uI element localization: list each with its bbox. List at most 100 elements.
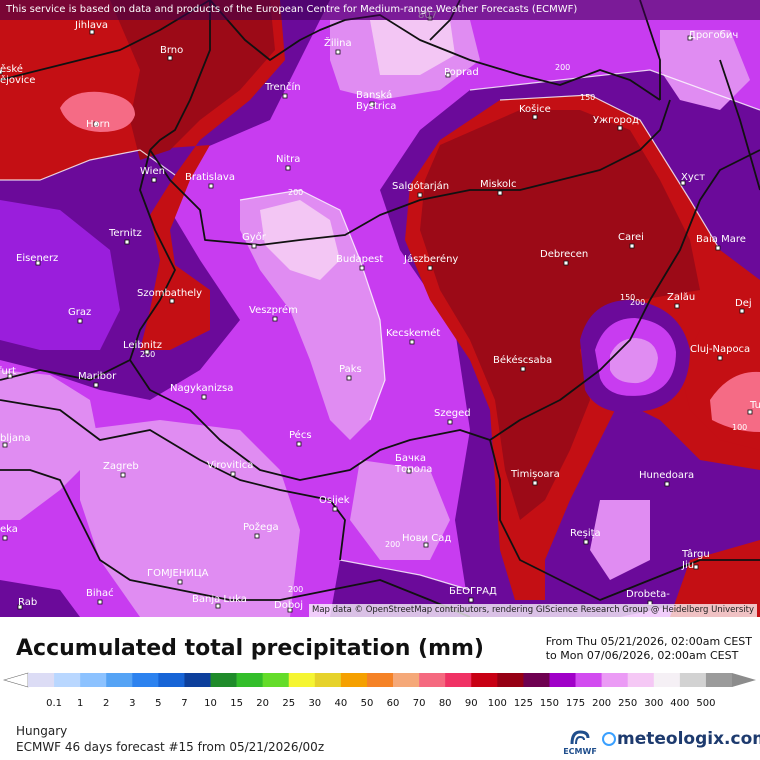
city-marker [739, 308, 745, 314]
region-name: Hungary [16, 724, 68, 738]
legend-tick-label: 2 [103, 698, 109, 709]
city-marker [97, 599, 103, 605]
city-marker [215, 603, 221, 609]
city-marker [532, 114, 538, 120]
city-marker [617, 125, 623, 131]
city-marker [93, 121, 99, 127]
city-label: Požega [243, 521, 279, 533]
city-marker [423, 542, 429, 548]
legend-tick-label: 125 [514, 698, 533, 709]
color-legend: 0.1 1 2 3 5 7 10 15 20 25 30 40 50 60 70 80 90 100 125 150 1… [0, 670, 760, 710]
legend-tick-label: 20 [256, 698, 269, 709]
city-label: Békéscsaba [493, 354, 552, 366]
legend-tick-label: 80 [439, 698, 452, 709]
city-label: Szeged [434, 408, 471, 419]
city-label: Drobeta- [626, 589, 670, 600]
legend-tick-label: 1 [77, 698, 83, 709]
legend-swatch [340, 673, 368, 687]
city-label: Győr [242, 231, 267, 243]
ecmwf-disclaimer: This service is based on data and produc… [0, 0, 760, 20]
city-label: Zalău [667, 292, 695, 303]
city-label: Eisenerz [16, 253, 58, 264]
city-label: Ternitz [108, 228, 142, 239]
legend-tick-label: 90 [465, 698, 478, 709]
legend-swatch [314, 673, 342, 687]
city-label: Hunedoara [639, 470, 694, 481]
city-marker [296, 441, 302, 447]
legend-swatch [601, 673, 629, 687]
legend-swatch [28, 673, 55, 687]
legend-tick-label: 250 [618, 698, 637, 709]
city-label: Budapest [336, 254, 383, 265]
city-label: Trenčín [264, 81, 301, 93]
field-125-west [110, 0, 275, 160]
city-label: Reșița [570, 528, 601, 539]
legend-tick-label: 30 [308, 698, 321, 709]
city-marker [201, 394, 207, 400]
city-label: bljana [0, 433, 31, 444]
city-label: Salgótarján [392, 180, 449, 192]
city-label: Jászberény [403, 253, 458, 265]
city-labels: Jihlava Brno Žilina Poprad Дрогобич ěské ějovi… [0, 10, 760, 613]
city-marker [717, 355, 723, 361]
legend-swatch [262, 673, 290, 687]
city-label: Leibnitz [123, 340, 162, 351]
city-label: Bihać [86, 587, 114, 599]
city-label: Нови Сад [402, 533, 451, 544]
city-marker [124, 239, 130, 245]
legend-swatch [236, 673, 263, 687]
ecmwf-logo: ECMWF [562, 728, 598, 758]
city-marker [120, 472, 126, 478]
city-marker [7, 373, 13, 379]
city-marker [272, 316, 278, 322]
legend-swatch [288, 673, 316, 687]
city-label: Bratislava [185, 172, 235, 183]
city-label: Virovitica [207, 460, 253, 471]
city-marker [680, 180, 686, 186]
ecmwf-logo-icon [570, 730, 590, 745]
city-marker [2, 442, 8, 448]
city-label: Carei [618, 232, 644, 243]
legend-swatch [679, 673, 707, 687]
city-label: Graz [68, 307, 91, 318]
city-marker [417, 192, 423, 198]
city-marker [359, 265, 365, 271]
city-marker [89, 29, 95, 35]
legend-swatch [497, 673, 524, 687]
city-marker [520, 366, 526, 372]
legend-swatch [366, 673, 394, 687]
meteologix-brand[interactable]: meteologix.com [602, 729, 760, 749]
legend-swatch [523, 673, 550, 687]
city-marker [497, 190, 503, 196]
city-label: ГОМЈЕНИЦА [147, 568, 209, 579]
legend-tick-label: 5 [155, 698, 161, 709]
city-label: Cluj-Napoca [690, 344, 750, 355]
legend-tick-label: 100 [488, 698, 507, 709]
city-label: Бачка Топола [394, 453, 432, 475]
city-marker [287, 607, 293, 613]
city-label: Dej [735, 298, 752, 309]
legend-swatch [653, 673, 681, 687]
city-marker [0, 69, 3, 75]
contour-label: 200 [385, 540, 400, 549]
legend-swatch [445, 673, 472, 687]
city-marker [346, 375, 352, 381]
city-label: Târgu Jiu [681, 548, 710, 571]
legend-swatch [106, 673, 133, 687]
legend-swatch [80, 673, 107, 687]
legend-swatch [158, 673, 185, 687]
city-label: Хуст [681, 172, 705, 183]
contour-label: 200 [288, 188, 303, 197]
city-marker [151, 177, 157, 183]
field-250-south [80, 420, 300, 617]
city-marker [285, 165, 291, 171]
chart-title: Accumulated total precipitation (mm) [16, 636, 484, 661]
contour-lines [0, 69, 760, 591]
ecmwf-logo-text: ECMWF [563, 747, 597, 756]
precipitation-map[interactable]: 200 200 200 200 200 100 150 200 150 Jihlava Brno Ž… [0, 0, 760, 617]
country-borders [0, 0, 760, 617]
city-marker [674, 303, 680, 309]
city-marker [335, 49, 341, 55]
legend-tick-label: 60 [387, 698, 400, 709]
